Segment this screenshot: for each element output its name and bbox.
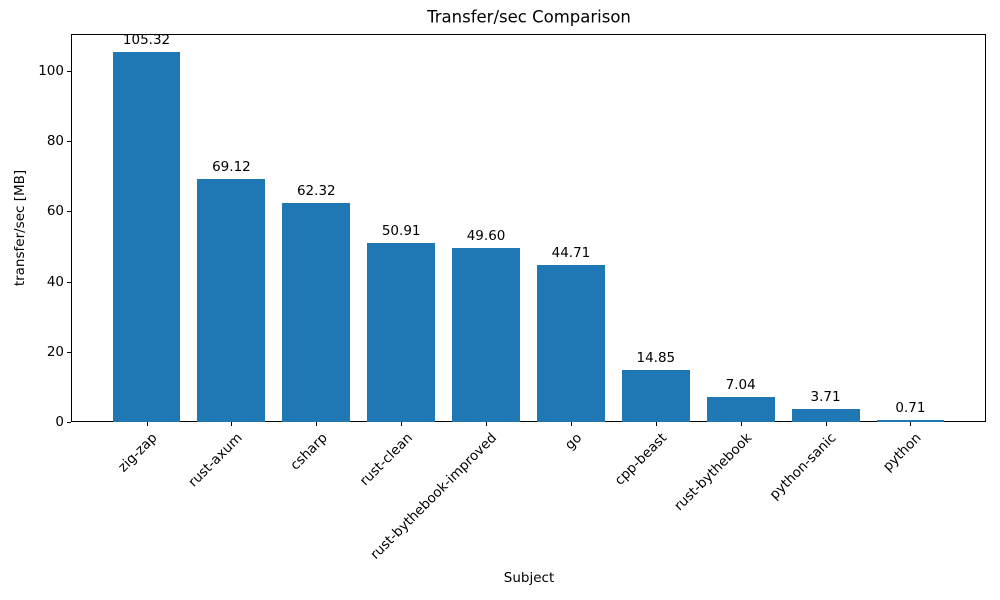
x-tick-mark (231, 422, 233, 426)
y-tick-label: 0 (55, 414, 64, 430)
y-tick-mark (67, 211, 71, 213)
x-tick-mark (486, 422, 488, 426)
bar-value-label: 105.32 (122, 32, 171, 49)
bar-value-label: 69.12 (212, 159, 251, 176)
x-tick-label: rust-bythebook (670, 430, 756, 515)
y-tick-label: 40 (46, 273, 64, 290)
x-tick-label: csharp (287, 430, 331, 474)
chart-title: Transfer/sec Comparison (427, 7, 631, 27)
bar-value-label: 62.32 (296, 183, 336, 200)
x-tick-mark (740, 422, 742, 426)
bar (876, 419, 945, 422)
x-tick-label: python-sanic (766, 430, 840, 503)
x-tick-mark (825, 422, 827, 426)
x-tick-mark (570, 422, 572, 426)
x-tick-mark (146, 422, 148, 426)
bar-value-label: 0.71 (895, 399, 926, 416)
bar-value-label: 44.71 (551, 245, 591, 262)
x-tick-mark (316, 422, 318, 426)
y-tick-mark (67, 422, 71, 423)
x-tick-mark (401, 422, 403, 426)
bar (791, 408, 860, 422)
y-tick-label: 80 (46, 133, 64, 150)
y-tick-label: 100 (38, 63, 64, 80)
y-tick-mark (67, 281, 71, 283)
x-tick-mark (910, 422, 912, 426)
x-axis-label: Subject (503, 570, 555, 586)
bar (282, 203, 351, 422)
y-tick-mark (67, 71, 71, 73)
x-tick-label: python (880, 430, 925, 475)
bar (452, 247, 520, 422)
y-tick-label: 60 (46, 203, 64, 220)
bar (536, 265, 605, 422)
x-tick-label: rust-clean (356, 430, 416, 490)
bar-value-label: 49.60 (466, 227, 506, 244)
y-tick-label: 20 (46, 343, 64, 360)
bar (197, 179, 266, 422)
x-tick-label: zig-zap (115, 430, 161, 476)
y-tick-mark (67, 351, 71, 353)
bar-value-label: 14.85 (636, 349, 676, 366)
y-tick-mark (67, 141, 71, 143)
x-tick-mark (655, 422, 657, 426)
bar-value-label: 50.91 (381, 223, 421, 240)
bar (112, 52, 181, 422)
y-axis-label: transfer/sec [MB] (12, 169, 28, 287)
x-tick-label: cpp-beast (611, 430, 671, 489)
bar (367, 243, 436, 422)
bar (621, 369, 690, 422)
bar-value-label: 3.71 (810, 388, 841, 405)
x-tick-label: go (562, 430, 586, 454)
bar (706, 397, 775, 422)
bar-value-label: 7.04 (725, 377, 756, 394)
x-tick-label: rust-axum (185, 430, 246, 491)
